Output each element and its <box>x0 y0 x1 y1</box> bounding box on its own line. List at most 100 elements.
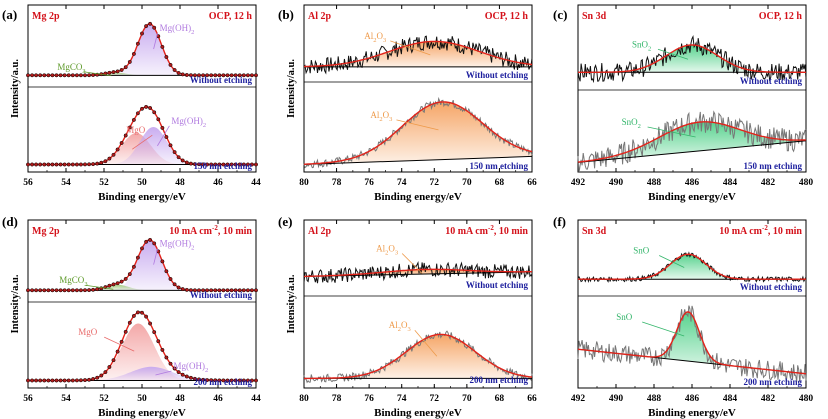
data-point <box>38 162 43 167</box>
component-arrow <box>396 119 439 131</box>
spectrum-2: MgO Mg(OH)2 200 nm etching <box>26 310 258 387</box>
data-point <box>192 288 197 293</box>
y-axis-label: Intensity/a.u. <box>286 274 297 333</box>
component-arrow <box>659 255 685 268</box>
data-point <box>66 162 71 167</box>
component-peak-Mg(OH)2 <box>28 127 256 165</box>
data-point <box>152 110 157 115</box>
data-point <box>115 281 120 286</box>
component-peak-Mg(OH)2 <box>28 366 256 381</box>
etch-label: 150 nm etching <box>470 161 529 171</box>
data-point <box>254 288 258 293</box>
data-point <box>184 287 189 292</box>
data-point <box>34 378 39 383</box>
data-point <box>225 73 230 78</box>
x-tick-label: 50 <box>137 394 147 404</box>
x-tick-label: 78 <box>332 394 342 404</box>
data-point <box>213 162 218 167</box>
data-point <box>26 73 30 78</box>
data-point <box>54 288 59 293</box>
data-point <box>254 378 258 383</box>
data-point <box>62 378 67 383</box>
background-line <box>303 155 533 165</box>
spectrum-1: Al2O3 Without etching <box>303 243 533 290</box>
x-tick-label: 484 <box>723 394 738 404</box>
element-title: Sn 3d <box>582 226 607 237</box>
data-point <box>46 73 51 78</box>
data-point <box>144 239 149 244</box>
data-point <box>164 269 169 274</box>
spectrum-2: SnO2 150 nm etching <box>577 110 807 173</box>
spectrum-1: SnO2 Without etching <box>577 34 807 86</box>
data-point <box>140 106 144 111</box>
data-point <box>131 51 136 56</box>
spectrum-1: SnO Without etching <box>577 245 807 292</box>
data-point <box>42 162 47 167</box>
data-point <box>119 339 124 344</box>
data-point <box>26 288 30 293</box>
condition-label: OCP, 12 h <box>485 11 529 22</box>
data-point <box>201 288 206 293</box>
x-tick-label: 76 <box>364 394 374 404</box>
component-label: MgO <box>78 327 98 337</box>
data-point <box>50 288 55 293</box>
component-arrow <box>657 48 689 60</box>
data-point <box>201 73 206 78</box>
component-arrow <box>132 134 153 150</box>
component-arrow <box>153 32 158 50</box>
data-point <box>160 125 165 130</box>
data-point <box>152 25 157 30</box>
element-title: Sn 3d <box>582 11 607 22</box>
x-tick-label: 54 <box>61 394 71 404</box>
data-point <box>83 162 87 167</box>
panel-a: (a) Mg 2p OCP, 12 h 56 54 52 50 48 46 44 Binding e… <box>2 4 261 203</box>
x-tick-label: 488 <box>647 394 662 404</box>
x-tick-label: 48 <box>175 178 185 188</box>
data-point <box>184 73 189 77</box>
data-point <box>135 310 140 315</box>
raw-spectrum <box>577 34 807 84</box>
data-point <box>74 288 79 293</box>
etch-label: 150 nm etching <box>194 161 253 171</box>
component-label: SnO <box>633 245 650 255</box>
data-point <box>221 378 226 383</box>
x-axis-label: Binding energy/eV <box>98 407 186 419</box>
data-point <box>46 162 51 167</box>
data-point <box>70 73 75 78</box>
data-point <box>229 288 234 293</box>
data-point <box>209 378 214 383</box>
x-tick-label: 56 <box>23 178 33 188</box>
data-point <box>164 355 169 360</box>
component-arrow <box>85 284 114 290</box>
data-point <box>160 259 165 264</box>
x-axis-label: Binding energy/eV <box>98 191 186 203</box>
data-point <box>91 162 96 167</box>
data-point <box>127 59 132 64</box>
data-point <box>172 282 177 287</box>
component-arrow <box>83 71 112 77</box>
component-arrow <box>401 253 423 274</box>
data-point <box>127 320 132 325</box>
component-arrow <box>390 40 431 56</box>
x-tick-label: 490 <box>609 394 624 404</box>
data-point <box>123 65 128 70</box>
data-point <box>115 147 120 152</box>
x-tick-label: 70 <box>462 394 472 404</box>
fit-envelope <box>577 121 807 163</box>
x-tick-label: 50 <box>137 178 147 188</box>
component-arrow <box>647 126 696 138</box>
panel-c: (c) Sn 3d OCP, 12 h 492 490 488 486 484 482 480 Bi… <box>553 4 813 203</box>
condition-label: OCP, 12 h <box>209 11 253 22</box>
data-point <box>107 70 112 75</box>
etch-label: Without etching <box>190 290 253 300</box>
data-point <box>168 143 173 148</box>
data-point <box>160 44 165 49</box>
data-point <box>241 378 246 383</box>
element-title: Al 2p <box>308 226 332 237</box>
component-peak-Mg(OH)2 <box>28 23 256 76</box>
data-point <box>217 378 222 383</box>
component-label: SnO2 <box>632 39 651 52</box>
data-point <box>221 162 226 167</box>
x-tick-label: 72 <box>430 394 440 404</box>
data-point <box>254 73 258 78</box>
